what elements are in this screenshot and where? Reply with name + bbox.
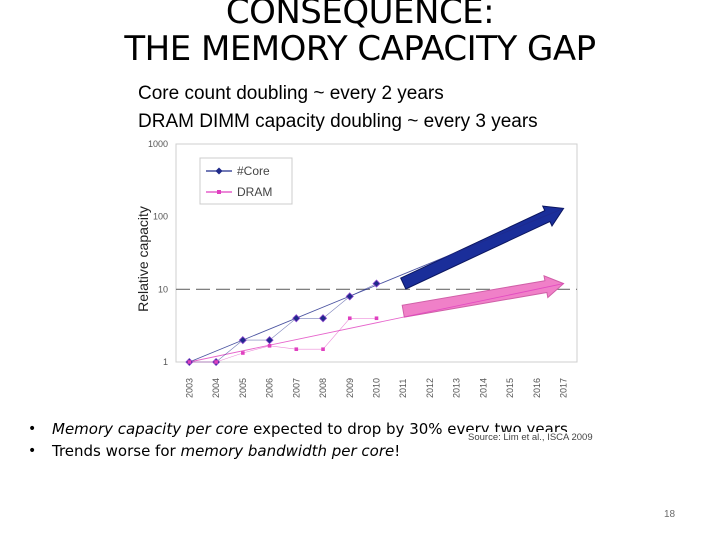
x-tick-label: 2008 <box>318 378 328 398</box>
bullet-2-text: Trends worse for <box>52 442 181 460</box>
x-tick-label: 2016 <box>532 378 542 398</box>
page-number: 18 <box>664 509 676 520</box>
series-line-core <box>189 283 377 363</box>
series-line-dram <box>189 317 377 363</box>
x-tick-label: 2004 <box>211 378 221 398</box>
dram-data-point <box>374 316 379 321</box>
y-tick-label: 1 <box>163 357 168 367</box>
x-tick-label: 2006 <box>265 378 275 398</box>
x-tick-label: 2017 <box>559 378 569 398</box>
bullet-list: Memory capacity per core expected to dro… <box>28 418 568 462</box>
x-tick-label: 2009 <box>345 378 355 398</box>
x-tick-label: 2005 <box>238 378 248 398</box>
title-line-2: THE MEMORY CAPACITY GAP <box>124 29 596 69</box>
x-tick-label: 2014 <box>478 378 488 398</box>
trend-arrow-core <box>400 205 565 290</box>
core-data-point <box>318 314 328 323</box>
legend-label: DRAM <box>237 185 272 199</box>
trend-arrow-dram <box>401 275 565 318</box>
slide-title: CONSEQUENCE: THE MEMORY CAPACITY GAP <box>0 0 720 68</box>
core-data-point <box>372 279 381 288</box>
legend-marker <box>217 190 221 194</box>
bullet-1-emphasis: Memory capacity per core <box>52 420 249 438</box>
core-data-point <box>292 314 301 323</box>
bullet-2-emphasis: memory bandwidth per core <box>180 442 395 460</box>
trend-line-dram <box>189 283 564 363</box>
x-tick-label: 2011 <box>398 379 408 398</box>
x-tick-label: 2007 <box>291 378 301 398</box>
source-citation: Source: Lim et al., ISCA 2009 <box>466 432 595 443</box>
y-tick-label: 100 <box>153 212 168 222</box>
x-tick-label: 2013 <box>452 378 462 398</box>
core-data-point <box>345 292 354 301</box>
core-data-point <box>238 336 247 345</box>
legend-box <box>199 157 293 205</box>
dram-data-point <box>214 360 218 364</box>
legend-label: #Core <box>237 164 270 178</box>
dram-data-point <box>267 344 272 348</box>
dram-data-point <box>187 360 192 364</box>
x-tick-label: 2010 <box>372 378 382 398</box>
dram-data-point <box>347 316 352 321</box>
y-tick-label: 1000 <box>148 139 168 149</box>
y-axis-label: Relative capacity <box>135 206 151 312</box>
subtitle-line-2: DRAM DIMM capacity doubling ~ every 3 ye… <box>138 111 538 132</box>
dram-data-point <box>294 347 299 352</box>
bullet-item-2: Trends worse for memory bandwidth per co… <box>28 440 568 462</box>
x-tick-label: 2003 <box>184 378 194 398</box>
subtitle-line-1: Core count doubling ~ every 2 years <box>138 83 444 104</box>
core-data-point <box>265 336 274 345</box>
legend-marker <box>215 167 223 175</box>
x-tick-label: 2015 <box>505 378 515 398</box>
dram-data-point <box>321 347 325 352</box>
bullet-2-end: ! <box>394 442 401 460</box>
y-tick-label: 10 <box>158 284 168 294</box>
dram-data-point <box>241 351 245 355</box>
title-line-1: CONSEQUENCE: <box>225 0 495 32</box>
x-tick-label: 2012 <box>425 378 435 398</box>
